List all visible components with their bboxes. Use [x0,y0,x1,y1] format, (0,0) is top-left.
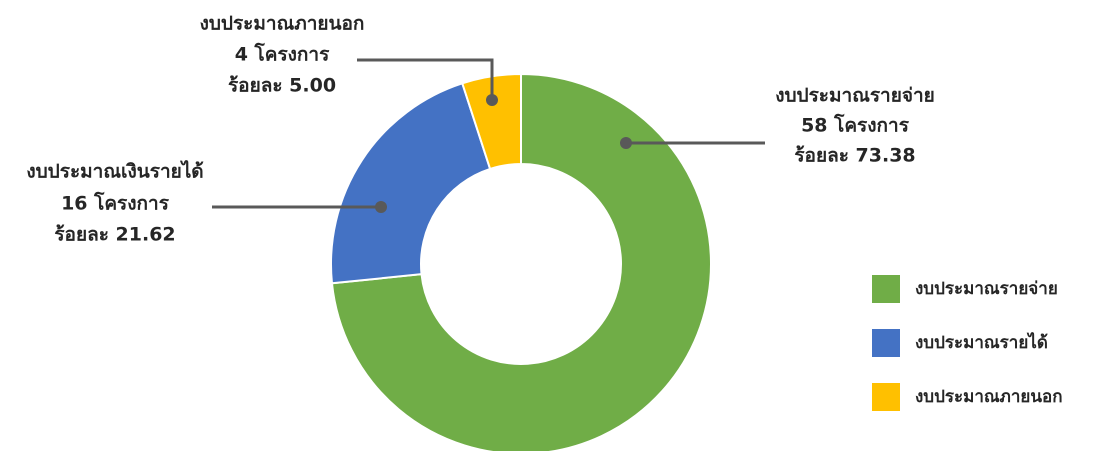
leader-dot [375,201,387,213]
callout-name: งบประมาณรายจ่าย [775,85,935,107]
callout-1: งบประมาณเงินรายได้ 16 โครงการ ร้อยละ 21.… [26,160,387,246]
callout-count: 4 โครงการ [235,43,330,66]
legend-label: งบประมาณรายได้ [915,332,1048,353]
callout-value: ร้อยละ 73.38 [794,145,915,167]
leader-line [357,58,494,100]
callout-name: งบประมาณเงินรายได้ [26,160,203,183]
callout-2: งบประมาณภายนอก 4 โครงการ ร้อยละ 5.00 [200,13,498,106]
callout-value: ร้อยละ 5.00 [228,75,336,97]
legend-swatch [872,275,900,303]
donut-segment [330,82,492,285]
donut-segment [461,72,522,171]
legend-swatch [872,329,900,357]
callout-0: งบประมาณรายจ่าย 58 โครงการ ร้อยละ 73.38 [620,85,935,167]
legend-swatch [872,383,900,411]
legend-label: งบประมาณรายจ่าย [915,279,1058,299]
legend-label: งบประมาณภายนอก [915,387,1063,407]
callout-count: 58 โครงการ [801,114,910,137]
donut-segment [330,72,712,451]
callout-name: งบประมาณภายนอก [200,13,365,35]
leader-dot [620,137,632,149]
callout-count: 16 โครงการ [61,192,170,215]
leader-dot [486,94,498,106]
callout-value: ร้อยละ 21.62 [54,224,175,246]
